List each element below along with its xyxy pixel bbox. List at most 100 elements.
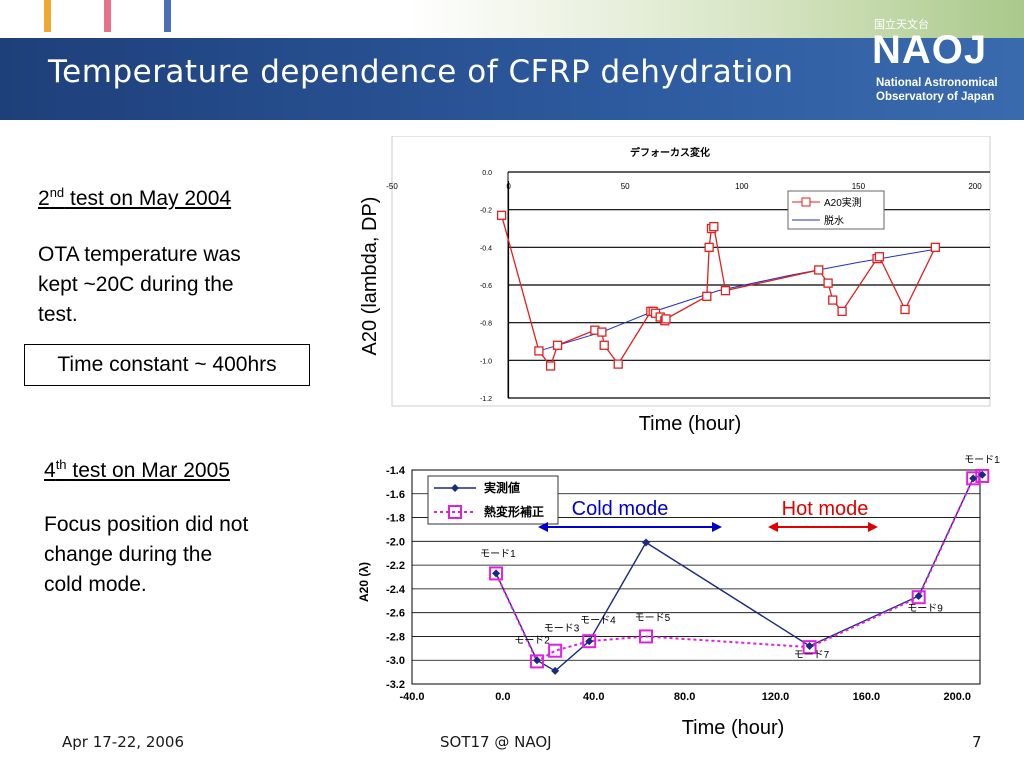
mode-label: モード7 [794,650,830,661]
x-tick-label: 200 [968,182,982,191]
accent-bar-blue [164,0,171,32]
y-tick-label: 0.0 [482,170,492,177]
thermal-point [911,590,926,605]
y-tick-label: -3.0 [386,655,405,667]
y-tick-label: -0.8 [480,321,492,328]
x-tick-label: 100 [735,182,749,191]
y-tick-label: -0.2 [480,208,492,215]
measured-point [914,592,923,601]
a20-point [496,210,507,220]
thermal-point [489,566,504,581]
measured-point [532,656,541,665]
naoj-logo: 国立天文台 NAOJ National Astronomical Observa… [862,8,1022,108]
legend-dehydration: 脱水 [824,214,844,227]
chart1-xlabel: Time (hour) [639,413,742,435]
x-tick-label: 0.0 [495,691,510,703]
legend-thermal: 熱変形補正 [484,504,544,519]
x-tick-label: 200.0 [944,691,972,703]
x-tick-label: 40.0 [583,691,604,703]
a20-point [702,291,712,301]
svg-text:Hot mode: Hot mode [782,498,869,520]
focus-paragraph: Focus position did not change during the… [44,513,249,596]
a20-point [704,242,714,252]
a20-point [828,295,838,305]
chart1-ylabel: A20 (lambda, DP) [359,197,381,356]
chart1-legend: A20実測 脱水 [787,190,885,230]
a20-point [545,361,556,371]
a20-point [709,221,719,232]
y-tick-label: -3.2 [386,679,405,691]
mode-label: モード3 [544,624,580,635]
y-tick-label: -2.6 [386,608,405,620]
a20-point [814,265,824,275]
y-tick-label: -1.8 [386,513,405,525]
a20-point [597,327,607,337]
x-tick-label: 80.0 [674,691,695,703]
mode-label: モード1 [480,549,516,560]
mode-label: モード5 [635,613,671,624]
chart1-title: デフォーカス変化 [630,146,710,159]
logo-line-1: National Astronomical [876,77,998,89]
a20-point [613,359,623,369]
accent-bar-pink [104,0,111,32]
thermal-point [529,654,544,669]
mode-label: モード2 [514,636,550,647]
measured-point [642,538,651,547]
x-tick-label: 50 [621,182,630,191]
mode-chart: -1.4 -1.6 -1.8 -2.0 -2.2 -2.4 -2.6 -2.8 -3.0 -3.2… [340,452,1000,742]
hot-mode-annotation: Hot mode [768,498,878,532]
measured-point [551,666,560,675]
measured-point [969,474,978,483]
a20-point [900,304,910,315]
x-tick-label: 160.0 [853,691,881,703]
y-tick-label: -1.2 [480,396,492,403]
a20-point [599,340,609,350]
chart2-ylabel: A20 (λ) [357,562,371,602]
cold-mode-annotation: Cold mode [538,498,722,532]
mode-label: モード4 [580,615,616,626]
y-tick-label: -2.8 [386,631,405,643]
svg-text:Cold mode: Cold mode [572,498,669,520]
measured-point [978,470,987,479]
x-tick-label: 0 [506,182,511,191]
a20-point [823,278,833,288]
chart2-legend: 実測値 熱変形補正 [427,475,559,525]
a20-point [720,285,731,296]
defocus-chart: デフォーカス変化 0.0 -0.2 -0.4 -0.6 -0.8 -1.0 -1.2 -50 0… [340,136,992,436]
a20-point [552,340,563,350]
a20-point [661,314,671,324]
a20-point [534,346,544,356]
thermal-point [639,629,654,644]
accent-bar-orange [44,0,51,32]
x-tick-label: 150 [852,182,866,191]
logo-line-2: Observatory of Japan [876,91,995,103]
y-tick-label: -2.4 [386,584,406,596]
mode-label: モード11 [964,455,1000,466]
measured-point [805,641,814,650]
y-tick-label: -2.0 [386,536,405,548]
thermal-point [966,471,981,486]
thermal-point [802,640,817,655]
ota-paragraph: OTA temperature was kept ~20C during the… [38,243,241,326]
thermal-point [975,468,990,483]
x-tick-label: -40.0 [399,691,424,703]
footer-page: 7 [972,733,982,751]
footer-date: Apr 17-22, 2006 [62,733,185,751]
measured-point [492,569,501,578]
x-tick-label: -50 [386,182,398,191]
test4-heading: 4th test on Mar 2005 [44,457,230,482]
legend-a20: A20実測 [824,196,862,209]
measured-point [585,637,594,646]
x-tick-label: 120.0 [762,691,790,703]
y-tick-label: -1.0 [480,358,492,365]
y-tick-label: -2.2 [386,560,405,572]
test2-heading: 2nd test on May 2004 [38,185,232,210]
mode-label: モード9 [907,603,943,614]
y-tick-label: -0.6 [480,283,492,290]
logo-kanji: 国立天文台 [874,19,929,31]
chart2-xlabel: Time (hour) [682,717,785,739]
y-tick-label: -0.4 [480,245,492,252]
thermal-point [582,634,597,649]
time-constant-box: Time constant ~ 400hrs [24,344,310,386]
thermal-point [548,643,563,658]
